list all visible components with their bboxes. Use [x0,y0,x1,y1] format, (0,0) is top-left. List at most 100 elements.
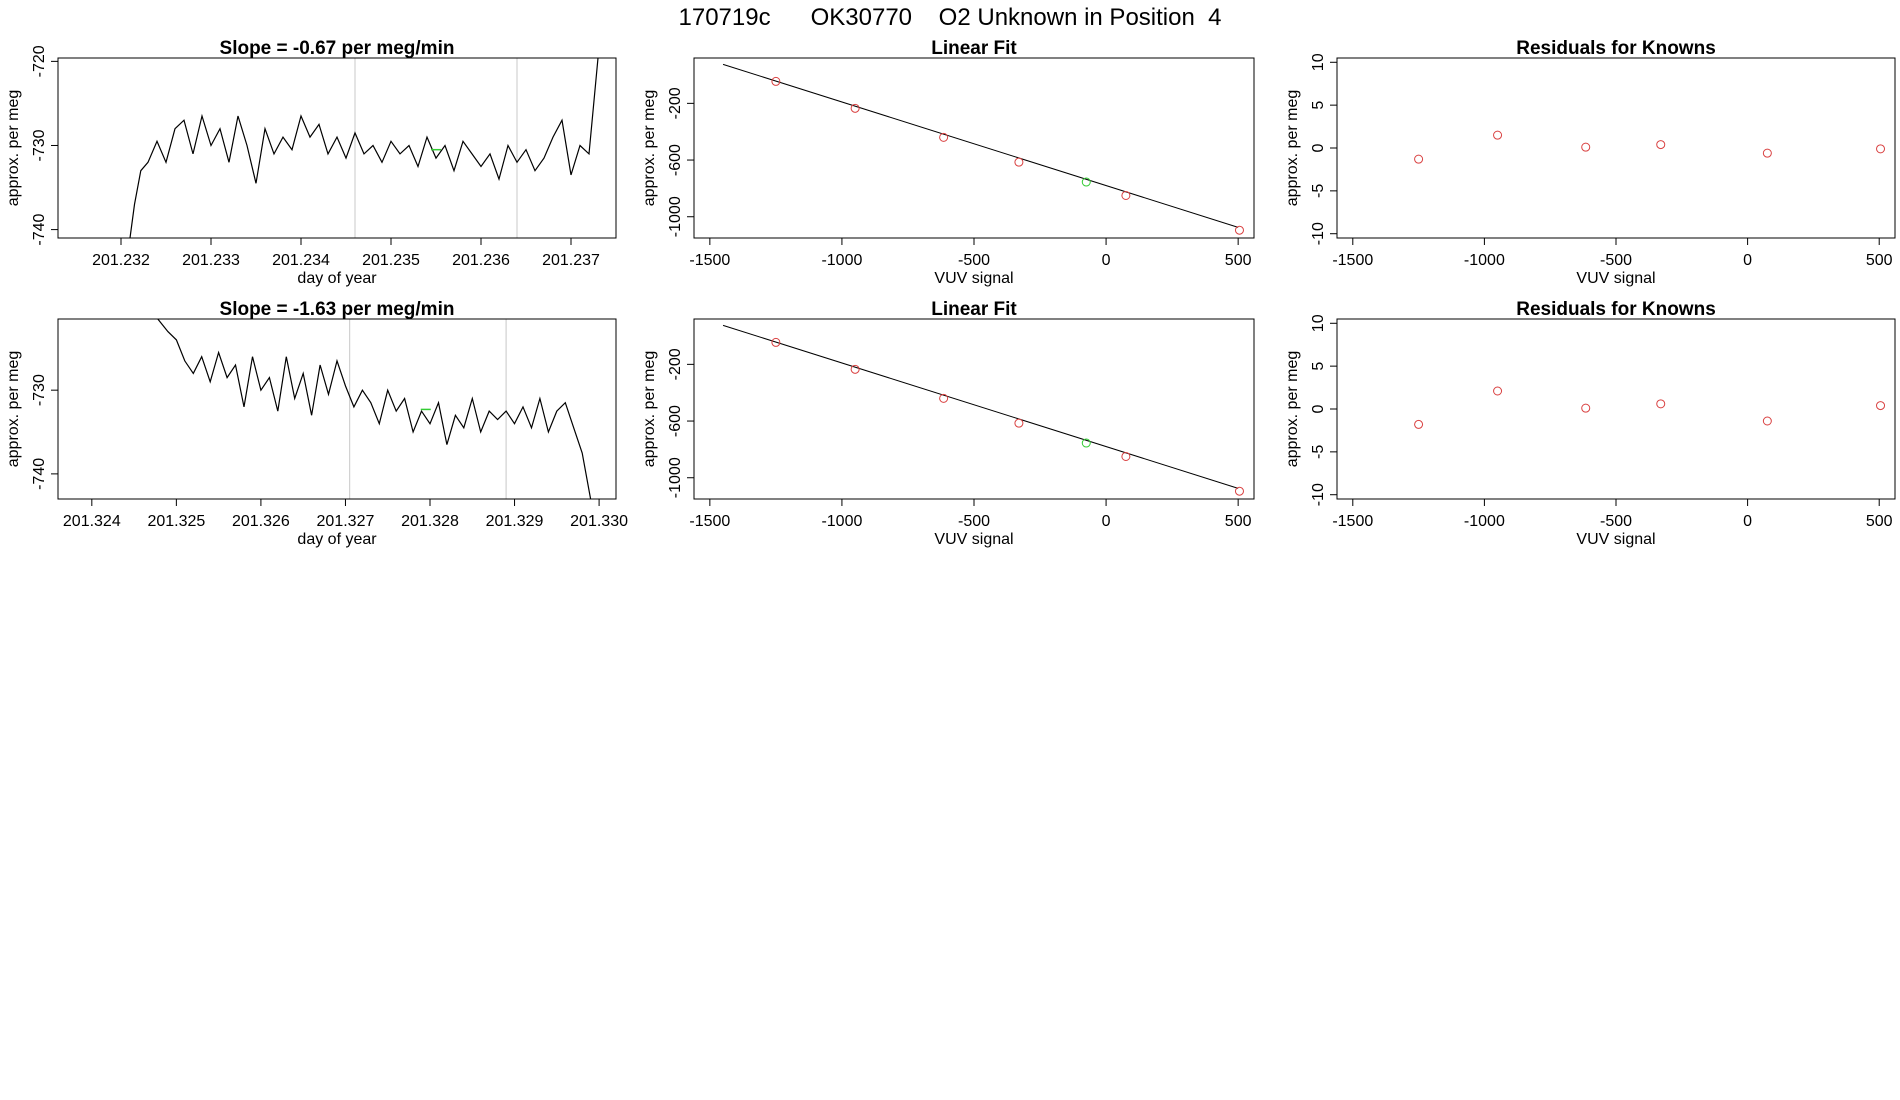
x-axis-label: day of year [297,270,377,287]
x-tick-label: 201.328 [401,513,459,530]
y-axis-label: approx. per meg [641,90,658,207]
known-point [850,103,860,113]
panel-title: Linear Fit [931,299,1017,320]
y-tick-label: -600 [667,405,684,437]
x-tick-label: 201.233 [182,252,240,269]
chart-panel-1: Slope = -0.67 per meg/min 201.232 201.233 2… [5,38,617,287]
y-tick-label: -10 [1310,222,1327,245]
x-tick-label: -1500 [1332,513,1373,530]
y-tick-label: -10 [1310,483,1327,506]
series-line [129,58,599,238]
known-point [1414,419,1424,429]
panel-title: Slope = -1.63 per meg/min [220,299,455,320]
y-tick-label: -5 [1310,445,1327,459]
known-point [1234,225,1244,235]
x-tick-label: -1500 [689,513,730,530]
y-tick-label: 5 [1310,362,1327,371]
y-axis-label: approx. per meg [1284,351,1301,468]
y-tick-label: -5 [1310,184,1327,198]
y-tick-label: 5 [1310,101,1327,110]
y-tick-label: 10 [1310,314,1327,332]
known-point [939,393,949,403]
y-axis-label: approx. per meg [5,90,22,207]
x-tick-label: -1500 [1332,252,1373,269]
panel-title: Residuals for Knowns [1516,299,1716,320]
y-tick-label: -200 [667,348,684,380]
x-axis-label: VUV signal [1576,531,1655,548]
known-point [1581,403,1591,413]
known-point [1414,154,1424,164]
y-tick-label: -1000 [667,196,684,237]
panel-title: Slope = -0.67 per meg/min [220,38,455,59]
x-tick-label: 0 [1743,252,1752,269]
y-tick-label: -740 [31,458,48,490]
known-point [1656,399,1666,409]
known-point [850,364,860,374]
x-tick-label: -1000 [1464,252,1505,269]
plot-frame [1336,57,1896,239]
chart-panel-3: Residuals for Knowns -1500 -1000 -500 0 500 -1… [1284,38,1896,287]
known-point [771,337,781,347]
chart-panel-5: Linear Fit -1500 -1000 -500 0 500 -1000 -600 -20… [641,299,1255,548]
x-tick-label: 500 [1866,513,1893,530]
known-point [1014,418,1024,428]
known-point [771,76,781,86]
y-tick-label: -730 [31,129,48,161]
y-tick-label: 0 [1310,404,1327,413]
x-axis-label: VUV signal [934,270,1013,287]
x-tick-label: 201.326 [232,513,290,530]
x-tick-label: 0 [1743,513,1752,530]
x-tick-label: 201.324 [63,513,121,530]
x-axis-label: day of year [297,531,377,548]
known-point [1121,190,1131,200]
x-tick-label: 201.232 [92,252,150,269]
y-tick-label: -1000 [667,457,684,498]
x-tick-label: -500 [1600,513,1632,530]
y-tick-label: 10 [1310,53,1327,71]
x-tick-label: 500 [1225,252,1252,269]
chart-panel-2: Linear Fit -1500 -1000 -500 0 500 -1000 -600 -20… [641,38,1255,287]
x-tick-label: 201.329 [486,513,544,530]
plot-frame [1336,318,1896,500]
y-axis-label: approx. per meg [5,351,22,468]
x-tick-label: 201.236 [452,252,510,269]
x-tick-label: 201.327 [317,513,375,530]
x-tick-label: 201.235 [362,252,420,269]
known-point [1581,142,1591,152]
x-tick-label: 201.234 [272,252,330,269]
y-tick-label: -740 [31,213,48,245]
known-point [1493,386,1503,396]
known-point [1234,486,1244,496]
fit-line [722,63,1239,228]
chart-panel-4: Slope = -1.63 per meg/min 201.324 201.325 2… [5,299,628,548]
y-tick-label: -600 [667,144,684,176]
x-tick-label: 0 [1102,513,1111,530]
x-tick-label: -500 [958,513,990,530]
y-tick-label: -720 [31,45,48,77]
known-point [1493,130,1503,140]
x-tick-label: -1000 [821,513,862,530]
y-axis-label: approx. per meg [1284,90,1301,207]
series-line [157,319,592,499]
x-tick-label: -1000 [821,252,862,269]
known-point [939,132,949,142]
x-tick-label: 0 [1102,252,1111,269]
known-point [1762,148,1772,158]
x-tick-label: 201.237 [542,252,600,269]
known-point [1876,401,1886,411]
y-axis-label: approx. per meg [641,351,658,468]
x-tick-label: -500 [1600,252,1632,269]
y-tick-label: -200 [667,87,684,119]
y-tick-label: 0 [1310,143,1327,152]
x-tick-label: -1500 [689,252,730,269]
unknown-point [1081,438,1091,448]
x-axis-label: VUV signal [1576,270,1655,287]
panel-title: Residuals for Knowns [1516,38,1716,59]
chart-panel-6: Residuals for Knowns -1500 -1000 -500 0 500 -1… [1284,299,1896,548]
x-tick-label: -1000 [1464,513,1505,530]
known-point [1876,144,1886,154]
panel-title: Linear Fit [931,38,1017,59]
unknown-point [1081,177,1091,187]
plot-frame [57,57,617,239]
